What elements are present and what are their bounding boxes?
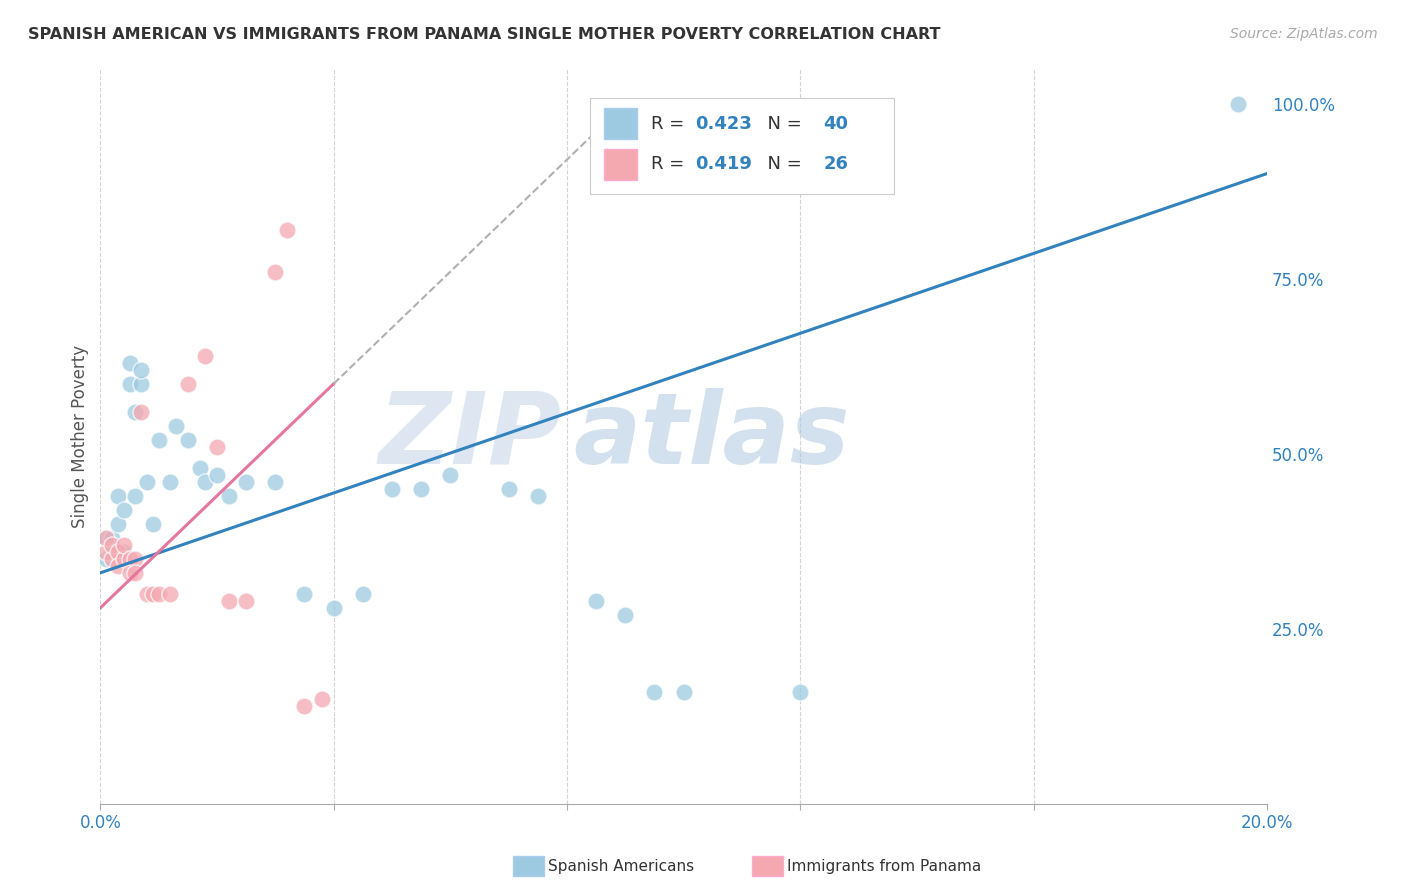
Point (96, 545, 118, 559)
Point (311, 692, 333, 706)
Point (142, 587, 165, 601)
Bar (605, 149, 637, 179)
Text: N =: N = (756, 115, 807, 133)
Point (124, 566, 146, 580)
Point (276, 222, 298, 236)
Point (165, 418, 187, 433)
Text: R =: R = (651, 155, 690, 173)
Point (205, 467, 228, 482)
Point (112, 551, 135, 566)
Point (159, 587, 181, 601)
Point (107, 545, 129, 559)
Point (118, 376, 141, 391)
Text: Source: ZipAtlas.com: Source: ZipAtlas.com (1230, 27, 1378, 41)
Text: 40: 40 (824, 115, 849, 133)
Point (107, 558, 129, 573)
Point (1226, 96, 1249, 111)
Point (159, 475, 181, 489)
Point (294, 587, 316, 601)
Point (112, 545, 135, 559)
Text: Immigrants from Panama: Immigrants from Panama (787, 859, 981, 873)
Bar (605, 108, 637, 139)
Point (498, 482, 520, 496)
Point (381, 482, 404, 496)
Point (177, 376, 200, 391)
Point (107, 489, 129, 503)
Point (294, 698, 316, 713)
Text: N =: N = (756, 155, 807, 173)
Point (101, 538, 124, 552)
Point (148, 433, 170, 447)
Point (101, 545, 124, 559)
Point (101, 531, 124, 545)
Point (264, 475, 287, 489)
Point (439, 467, 461, 482)
Point (118, 551, 141, 566)
Point (112, 503, 135, 517)
Point (129, 376, 152, 391)
Text: ZIP: ZIP (378, 388, 561, 484)
Point (177, 433, 200, 447)
Point (218, 594, 240, 608)
Point (96, 531, 118, 545)
Point (129, 362, 152, 376)
Point (96, 531, 118, 545)
Point (136, 475, 159, 489)
Point (148, 587, 170, 601)
Point (235, 475, 257, 489)
Point (352, 587, 374, 601)
Point (129, 405, 152, 419)
Point (614, 607, 637, 622)
Text: 26: 26 (824, 155, 849, 173)
Point (218, 489, 240, 503)
Point (107, 516, 129, 531)
Text: atlas: atlas (572, 388, 849, 484)
Point (112, 538, 135, 552)
Point (118, 566, 141, 580)
Point (672, 685, 695, 699)
Point (322, 600, 344, 615)
Point (142, 516, 165, 531)
Text: SPANISH AMERICAN VS IMMIGRANTS FROM PANAMA SINGLE MOTHER POVERTY CORRELATION CHA: SPANISH AMERICAN VS IMMIGRANTS FROM PANA… (28, 27, 941, 42)
Point (527, 489, 550, 503)
FancyBboxPatch shape (591, 98, 894, 194)
Point (136, 587, 159, 601)
Point (124, 551, 146, 566)
Y-axis label: Single Mother Poverty: Single Mother Poverty (72, 344, 89, 528)
Point (124, 489, 146, 503)
Point (118, 356, 141, 370)
Point (789, 685, 811, 699)
Text: Spanish Americans: Spanish Americans (548, 859, 695, 873)
Point (205, 440, 228, 454)
Text: 0.423: 0.423 (696, 115, 752, 133)
Point (96, 551, 118, 566)
Point (411, 482, 433, 496)
Point (124, 405, 146, 419)
Text: R =: R = (651, 115, 690, 133)
Point (585, 594, 607, 608)
Point (194, 475, 217, 489)
Point (235, 594, 257, 608)
Point (264, 265, 287, 279)
Point (101, 551, 124, 566)
Point (643, 685, 665, 699)
Point (194, 349, 217, 363)
Text: 0.419: 0.419 (696, 155, 752, 173)
Point (188, 460, 211, 475)
